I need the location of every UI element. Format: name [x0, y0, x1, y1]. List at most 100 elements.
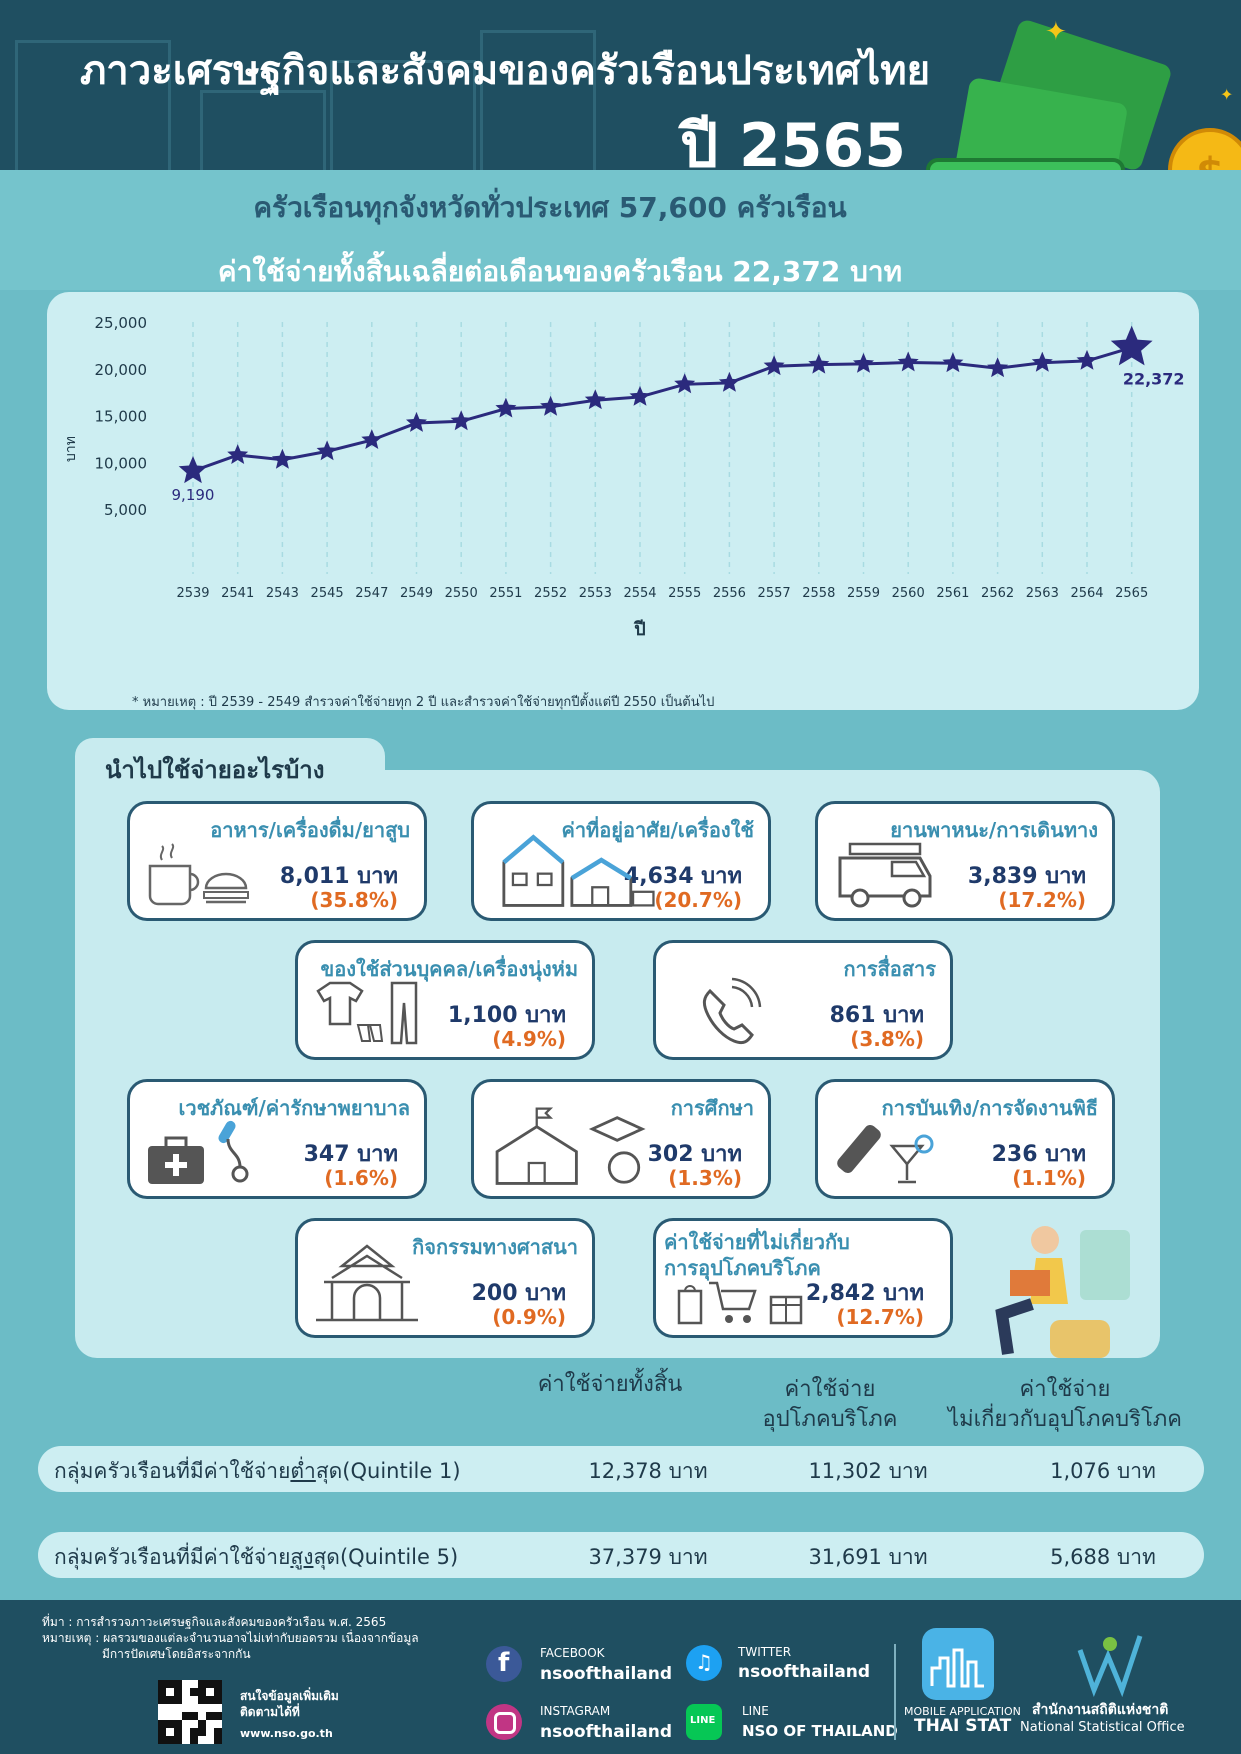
- x-tick-label: 2555: [668, 586, 701, 601]
- categories-tab: [75, 738, 385, 798]
- facebook-icon[interactable]: f: [486, 1646, 522, 1682]
- category-card-education: การศึกษา 302 บาท (1.3%): [471, 1079, 771, 1199]
- x-tick-label: 2561: [936, 586, 969, 601]
- instagram-icon[interactable]: [486, 1704, 522, 1740]
- line-icon[interactable]: LINE: [686, 1704, 722, 1740]
- quintile-label: กลุ่มครัวเรือนที่มีค่าใช้จ่ายต่ำสุด(Quin…: [54, 1455, 461, 1488]
- category-amount: 347 บาท: [303, 1142, 398, 1167]
- category-percent: (1.6%): [324, 1166, 398, 1190]
- x-tick-label: 2549: [400, 586, 433, 601]
- shopping-icon: [677, 1281, 803, 1325]
- x-tick-label: 2543: [266, 586, 299, 601]
- school-icon: [495, 1107, 646, 1185]
- footer-divider: [894, 1644, 896, 1740]
- footer-note-line2: มีการปัดเศษโดยอิสระจากกัน: [102, 1647, 251, 1661]
- data-point-star: [674, 373, 696, 394]
- data-point-star: [540, 395, 562, 416]
- quintile-row: กลุ่มครัวเรือนที่มีค่าใช้จ่ายต่ำสุด(Quin…: [38, 1446, 1204, 1492]
- quintile-label-emphasis: สูง: [290, 1545, 314, 1569]
- category-card-communication: การสื่อสาร 861 บาท (3.8%): [653, 940, 953, 1060]
- category-name: ค่าใช้จ่ายที่ไม่เกี่ยวกับ การอุปโภคบริโภค: [664, 1229, 850, 1281]
- bottle-cocktail-icon: [837, 1124, 934, 1184]
- series-points: [178, 325, 1153, 484]
- category-amount: 3,839 บาท: [967, 864, 1086, 889]
- x-tick-label: 2556: [713, 586, 746, 601]
- category-name-line1: ค่าใช้จ่ายที่ไม่เกี่ยวกับ: [664, 1230, 850, 1254]
- qr-caption-line1: สนใจข้อมูลเพิ่มเติม: [240, 1689, 339, 1703]
- footer-note: หมายเหตุ : ผลรวมของแต่ละจำนวนอาจไม่เท่าก…: [42, 1630, 419, 1662]
- categories-heading: นำไปใช้จ่ายอะไรบ้าง: [105, 756, 325, 784]
- x-tick-label: 2557: [758, 586, 791, 601]
- qr-code[interactable]: [158, 1680, 222, 1744]
- quintile-label-post: สุด(Quintile 5): [313, 1545, 459, 1569]
- facebook-handle[interactable]: nsoofthailand: [540, 1664, 673, 1684]
- household-count: ครัวเรือนทุกจังหวัดทั่วประเทศ 57,600 ครั…: [253, 191, 847, 224]
- column-header-text: ค่าใช้จ่ายทั้งสิ้น: [537, 1372, 683, 1397]
- footer-note-line1: หมายเหตุ : ผลรวมของแต่ละจำนวนอาจไม่เท่าก…: [42, 1631, 419, 1645]
- data-point-star: [763, 355, 785, 376]
- coffee-burger-icon: [148, 843, 249, 906]
- phone-icon: [702, 977, 762, 1045]
- quintile-non-consumption: 1,076 บาท: [1050, 1459, 1156, 1483]
- facebook-label: FACEBOOK: [540, 1646, 605, 1660]
- data-point-star: [361, 429, 383, 449]
- quintile-non-consumption: 5,688 บาท: [1050, 1545, 1156, 1569]
- x-tick-label: 2559: [847, 586, 880, 601]
- page-year: ปี 2565: [680, 111, 906, 181]
- data-point-star: [450, 410, 472, 431]
- category-name: การสื่อสาร: [843, 957, 936, 981]
- chart-panel: [47, 292, 1199, 710]
- category-percent: (35.8%): [310, 888, 398, 912]
- column-header-total: ค่าใช้จ่ายทั้งสิ้น: [520, 1370, 700, 1400]
- category-card-entertainment: การบันเทิง/การจัดงานพิธี 236 บาท (1.1%): [815, 1079, 1115, 1199]
- category-name: ของใช้ส่วนบุคคล/เครื่องนุ่งห่ม: [320, 957, 578, 981]
- house-outline-illustration: [480, 30, 596, 170]
- category-name: การบันเทิง/การจัดงานพิธี: [881, 1096, 1098, 1120]
- quintile-label-emphasis: ต่ำ: [290, 1459, 316, 1483]
- qr-caption-line2: ติดตามได้ที่: [240, 1705, 300, 1719]
- twitter-handle[interactable]: nsoofthailand: [738, 1662, 871, 1682]
- y-axis-label: บาท: [63, 436, 79, 462]
- x-axis: 2539 2541 2543 2545 2547 2549 2550 2551 2552 2553…: [176, 586, 1148, 601]
- website-link[interactable]: www.nso.go.th: [240, 1727, 333, 1740]
- column-header-non-consumption: ค่าใช้จ่าย ไม่เกี่ยวกับอุปโภคบริโภค: [935, 1375, 1195, 1435]
- category-name: การศึกษา: [670, 1096, 754, 1120]
- instagram-handle[interactable]: nsoofthailand: [540, 1722, 673, 1742]
- quintile-label-pre: กลุ่มครัวเรือนที่มีค่าใช้จ่าย: [54, 1545, 291, 1569]
- x-tick-label: 2547: [355, 586, 388, 601]
- data-point-star: [495, 397, 517, 418]
- category-amount: 861 บาท: [829, 1003, 924, 1028]
- data-point-star: [853, 352, 874, 373]
- category-card-personal: ของใช้ส่วนบุคคล/เครื่องนุ่งห่ม 1,100 บาท…: [295, 940, 595, 1060]
- category-amount: 4,634 บาท: [623, 864, 742, 889]
- quintile-row: กลุ่มครัวเรือนที่มีค่าใช้จ่ายสูงสุด(Quin…: [38, 1532, 1204, 1578]
- category-card-religion: กิจกรรมทางศาสนา 200 บาท (0.9%): [295, 1218, 595, 1338]
- column-header-text: อุปโภคบริโภค: [762, 1407, 898, 1432]
- category-amount: 8,011 บาท: [279, 864, 398, 889]
- data-point-star: [227, 444, 249, 464]
- twitter-label: TWITTER: [738, 1645, 792, 1659]
- line-handle[interactable]: NSO OF THAILAND: [742, 1722, 898, 1740]
- quintile-consumption: 11,302 บาท: [808, 1459, 928, 1483]
- temple-icon: [316, 1244, 418, 1322]
- person-laptop-illustration: [995, 1226, 1130, 1358]
- qr-caption: สนใจข้อมูลเพิ่มเติมติดตามได้ที่: [240, 1688, 339, 1720]
- y-tick-label: 20,000: [95, 361, 148, 379]
- average-expense: ค่าใช้จ่ายทั้งสิ้นเฉลี่ยต่อเดือนของครัวเ…: [217, 255, 903, 288]
- y-axis: 5,000 10,000 15,000 20,000 25,000: [95, 314, 148, 519]
- clothes-icon: [316, 981, 418, 1045]
- y-tick-label: 5,000: [104, 501, 147, 519]
- data-point-star: [629, 385, 651, 406]
- house-outline-illustration: [330, 60, 476, 170]
- series-line: [192, 346, 1133, 473]
- thai-stat-app-icon[interactable]: [922, 1628, 994, 1700]
- category-name: เวชภัณฑ์/ค่ารักษาพยาบาล: [178, 1096, 410, 1120]
- category-percent: (0.9%): [492, 1305, 566, 1329]
- svg-text:✦: ✦: [1045, 20, 1067, 47]
- twitter-icon[interactable]: ♫: [686, 1645, 722, 1681]
- category-percent: (1.3%): [668, 1166, 742, 1190]
- house-outline-illustration: [15, 40, 171, 170]
- medical-kit-icon: [148, 1120, 249, 1184]
- x-tick-label: 2560: [892, 586, 925, 601]
- x-tick-label: 2552: [534, 586, 567, 601]
